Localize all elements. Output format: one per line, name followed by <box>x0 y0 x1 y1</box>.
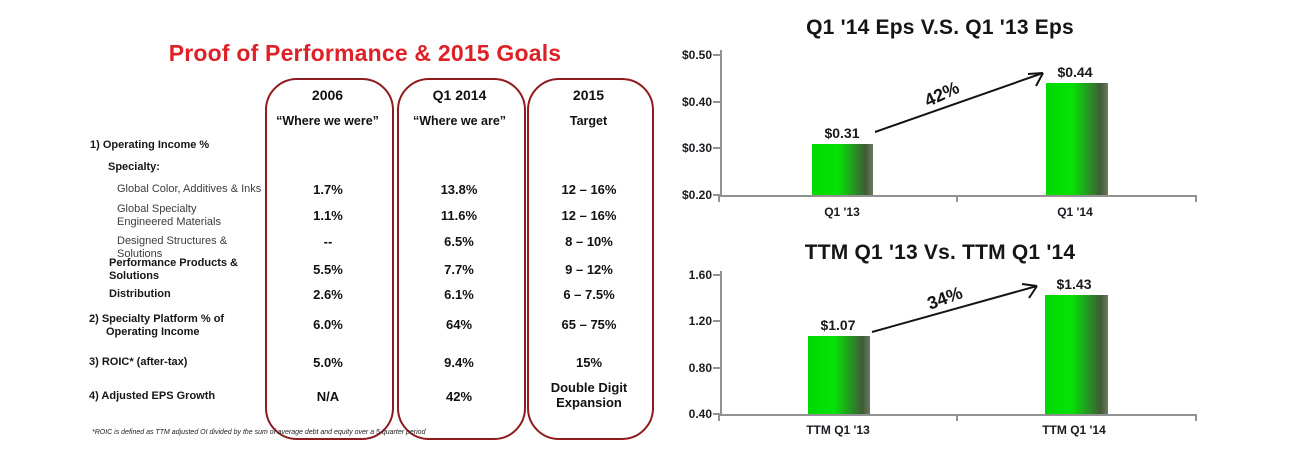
value-cell: 64% <box>445 317 473 332</box>
column-subtitle-2006: “Where we were” <box>276 114 379 128</box>
value-cell: Double Digit Expansion <box>550 380 628 410</box>
x-tick <box>718 416 720 421</box>
row-label-roic: 3) ROIC* (after-tax) <box>89 356 188 368</box>
row-label-performance-products: Performance Products & Solutions <box>109 257 238 282</box>
row-label-global-color: Global Color, Additives & Inks <box>117 183 262 195</box>
value-cell: 6 – 7.5% <box>563 287 615 302</box>
value-cell: 5.0% <box>313 355 343 370</box>
slide-title: Proof of Performance & 2015 Goals <box>168 40 562 66</box>
value-cell: 15% <box>575 355 603 370</box>
bar-ttm-q1-14 <box>1045 295 1108 414</box>
value-cell: 1.7% <box>313 182 343 197</box>
column-header-2006: 2006 <box>311 87 344 103</box>
x-category-label: Q1 '14 <box>1057 205 1093 219</box>
y-tick <box>713 413 721 415</box>
x-category-label: TTM Q1 '14 <box>1042 423 1106 437</box>
value-cell: 6.5% <box>444 234 474 249</box>
y-tick-label: $0.50 <box>681 48 712 62</box>
y-tick-label: 0.40 <box>688 407 712 421</box>
y-tick <box>713 54 721 56</box>
row-label-specialty-platform: 2) Specialty Platform % of Operating Inc… <box>89 313 225 338</box>
y-tick-label: 1.20 <box>688 314 712 328</box>
x-tick <box>956 197 958 202</box>
eps-chart-title: Q1 '14 Eps V.S. Q1 '13 Eps <box>806 16 1074 39</box>
value-cell: 1.1% <box>313 208 343 223</box>
row-label-operating-income: 1) Operating Income % <box>90 139 210 151</box>
row-label-designed-structures: Designed Structures & Solutions <box>117 235 228 260</box>
y-tick <box>713 367 721 369</box>
growth-arrow-icon <box>874 72 1044 133</box>
row-label-gsem: Global Specialty Engineered Materials <box>117 203 221 228</box>
value-cell: -- <box>323 234 333 249</box>
x-axis <box>718 414 1197 416</box>
value-cell: 7.7% <box>444 262 474 277</box>
y-axis <box>720 50 722 197</box>
x-tick <box>718 197 720 202</box>
bar-value-label: $1.43 <box>1056 276 1092 292</box>
bar-value-label: $1.07 <box>820 317 856 333</box>
y-tick <box>713 274 721 276</box>
row-label-adjusted-eps: 4) Adjusted EPS Growth <box>89 390 216 402</box>
value-cell: 9 – 12% <box>565 262 613 277</box>
value-cell: 5.5% <box>313 262 343 277</box>
row-label-specialty: Specialty: <box>108 161 160 173</box>
y-axis <box>720 271 722 415</box>
y-tick <box>713 194 721 196</box>
x-tick <box>956 416 958 421</box>
column-header-q1-2014: Q1 2014 <box>432 87 487 103</box>
value-cell: 6.0% <box>313 317 343 332</box>
bar-q1-14 <box>1046 83 1108 195</box>
value-cell: 12 – 16% <box>561 182 617 197</box>
value-cell: 8 – 10% <box>565 234 613 249</box>
value-cell: 42% <box>445 389 473 404</box>
bar-q1-13 <box>812 144 873 195</box>
column-subtitle-2015: Target <box>569 114 608 128</box>
value-cell: 6.1% <box>444 287 474 302</box>
y-tick-label: $0.40 <box>681 95 712 109</box>
x-category-label: TTM Q1 '13 <box>806 423 870 437</box>
y-tick-label: $0.20 <box>681 188 712 202</box>
value-cell: 9.4% <box>444 355 474 370</box>
row-label-distribution: Distribution <box>109 288 171 300</box>
column-pill-2006 <box>265 78 394 440</box>
ttm-chart-title: TTM Q1 '13 Vs. TTM Q1 '14 <box>804 241 1076 264</box>
growth-arrow-icon <box>871 283 1038 333</box>
value-cell: 65 – 75% <box>561 317 617 332</box>
x-tick <box>1195 197 1197 202</box>
y-tick <box>713 320 721 322</box>
bar-value-label: $0.31 <box>824 125 860 141</box>
x-tick <box>1195 416 1197 421</box>
value-cell: N/A <box>316 389 340 404</box>
value-cell: 2.6% <box>313 287 343 302</box>
bar-ttm-q1-13 <box>808 336 870 414</box>
value-cell: 13.8% <box>440 182 478 197</box>
roic-footnote: *ROIC is defined as TTM adjusted OI divi… <box>92 429 426 436</box>
y-tick-label: $0.30 <box>681 141 712 155</box>
value-cell: 12 – 16% <box>561 208 617 223</box>
bar-value-label: $0.44 <box>1057 64 1093 80</box>
value-cell: 11.6% <box>440 208 478 223</box>
column-subtitle-q1-2014: “Where we are” <box>412 114 507 128</box>
x-axis <box>718 195 1197 197</box>
y-tick <box>713 147 721 149</box>
column-header-2015: 2015 <box>572 87 605 103</box>
y-tick <box>713 101 721 103</box>
column-pill-q1-2014 <box>397 78 526 440</box>
y-tick-label: 1.60 <box>688 268 712 282</box>
y-tick-label: 0.80 <box>688 361 712 375</box>
column-pill-2015 <box>527 78 654 440</box>
x-category-label: Q1 '13 <box>824 205 860 219</box>
